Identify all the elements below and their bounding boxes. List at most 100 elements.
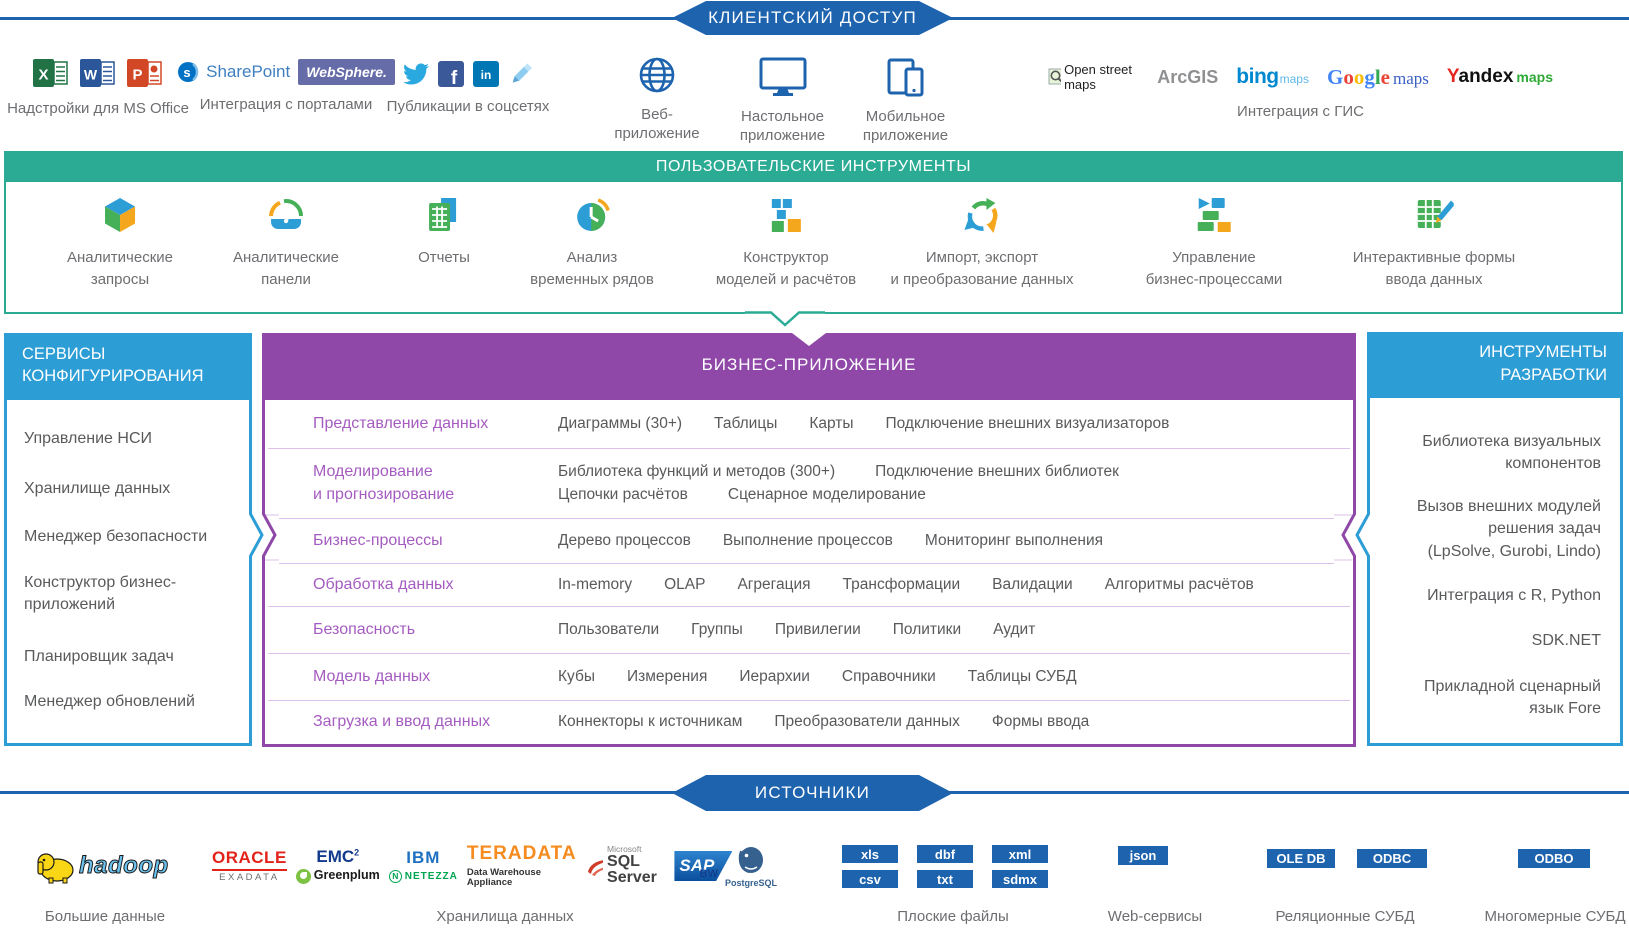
row-item: Выполнение процессов: [722, 531, 893, 549]
bing-logo: bingmaps: [1236, 65, 1309, 88]
odbo-badge: ODBO: [1518, 849, 1590, 868]
form-pencil-icon: [1418, 200, 1454, 228]
right-junction-chevrons: [1334, 502, 1375, 568]
odbc-badge: ODBC: [1357, 849, 1427, 868]
app-row-data-model: Модель данных Кубы Измерения Иерархии Сп…: [268, 653, 1350, 700]
row-item: Диаграммы (30+): [558, 415, 683, 432]
row-item: Агрегация: [737, 575, 811, 593]
row-item: Библиотека функций и методов (300+): [558, 462, 836, 480]
tool-label: Конструктор моделей и расчётов: [715, 249, 857, 288]
row-item: Кубы: [558, 667, 595, 685]
app-row-data-loading: Загрузка и ввод данных Коннекторы к исто…: [268, 700, 1350, 744]
file-badge-txt: txt: [917, 870, 973, 888]
row-items: Библиотека функций и методов (300+) Подк…: [558, 463, 1119, 504]
tool-reports: Отчеты: [418, 195, 470, 269]
row-items: Диаграммы (30+) Таблицы Карты Подключени…: [558, 415, 1169, 433]
row-label: Загрузка и ввод данных: [313, 713, 491, 731]
file-badge-sdmx: sdmx: [992, 870, 1048, 888]
websphere-badge: WebSphere.: [298, 59, 395, 85]
row-item: Сценарное моделирование: [727, 485, 926, 503]
row-items: Коннекторы к источникам Преобразователи …: [558, 713, 1089, 731]
tool-import-export: Импорт, экспорт и преобразование данных: [890, 195, 1074, 291]
oracle-exadata-logo: ORACLE EXADATA: [212, 847, 287, 883]
arcgis-logo: ArcGIS: [1157, 66, 1219, 87]
svg-text:W: W: [84, 67, 98, 83]
mobile-app-label: Мобильное приложение: [862, 108, 949, 144]
sources-banner-label: ИСТОЧНИКИ: [754, 783, 871, 802]
big-data-label: Большие данные: [44, 908, 166, 925]
gis-label: Интеграция с ГИС: [1237, 103, 1364, 120]
sap-bw-logo: SAP BW: [674, 851, 733, 881]
hadoop-logo: hadoop: [35, 848, 169, 884]
config-item-security-manager: Менеджер безопасности: [24, 528, 208, 545]
row-item: Валидации: [992, 575, 1073, 593]
row-separator: [268, 606, 1350, 607]
facebook-icon: f: [437, 61, 464, 87]
powerpoint-icon: P: [127, 59, 162, 87]
cube-icon: [104, 198, 135, 232]
svg-text:X: X: [38, 67, 48, 84]
config-item-app-constructor: Конструктор бизнес-приложений: [24, 574, 177, 614]
row-item: Привилегии: [774, 620, 861, 638]
app-row-data-processing: Обработка данных In-memory OLAP Агрегаци…: [268, 563, 1350, 606]
web-app-group: Веб-приложение: [602, 55, 712, 144]
business-app-panel: Представление данных Диаграммы (30+) Таб…: [262, 397, 1356, 747]
config-item-update-manager: Менеджер обновлений: [24, 693, 195, 710]
row-item: Группы: [691, 620, 743, 638]
svg-text:f: f: [450, 68, 457, 87]
row-item: Таблицы: [714, 415, 778, 432]
row-separator: [268, 448, 1350, 449]
row-item: Таблицы СУБД: [967, 667, 1077, 685]
file-badge-xml: xml: [992, 845, 1048, 863]
left-junction-chevrons: [238, 502, 279, 568]
app-row-security: Безопасность Пользователи Группы Привиле…: [268, 606, 1350, 653]
row-item: Алгоритмы расчётов: [1104, 575, 1254, 593]
osm-logo: Open street maps: [1048, 62, 1139, 92]
multidim-label: Многомерные СУБД: [1484, 908, 1626, 925]
recycle-icon: [964, 198, 998, 233]
client-access-banner-label: КЛИЕНТСКИЙ ДОСТУП: [708, 8, 917, 27]
dev-tools-header: ИНСТРУМЕНТЫ РАЗРАБОТКИ: [1367, 332, 1623, 395]
row-separator: [268, 518, 1350, 519]
row-separator: [268, 563, 1350, 564]
row-item: Трансформации: [842, 575, 961, 593]
file-badge-dbf: dbf: [917, 845, 973, 863]
tool-input-forms: Интерактивные формы ввода данных: [1353, 195, 1515, 291]
file-badge-xls: xls: [842, 845, 898, 863]
row-items: Пользователи Группы Привилегии Политики …: [558, 621, 1035, 639]
tool-analytic-queries: Аналитические запросы: [67, 195, 173, 291]
app-row-data-presentation: Представление данных Диаграммы (30+) Таб…: [268, 400, 1350, 448]
tool-label: Аналитические запросы: [67, 249, 173, 288]
flowchart-icon: [1197, 198, 1231, 232]
osm-map-icon: [1048, 68, 1062, 85]
row-label: Моделирование и прогнозирование: [313, 462, 455, 503]
tool-time-series: Анализ временных рядов: [530, 195, 654, 291]
relational-label: Реляционные СУБД: [1275, 908, 1415, 925]
warehouses-label: Хранилища данных: [436, 908, 574, 925]
desktop-app-group: Настольное приложение: [720, 57, 845, 146]
report-icon: [428, 198, 456, 231]
monitor-icon: [759, 57, 806, 96]
row-items: Кубы Измерения Иерархии Справочники Табл…: [558, 668, 1077, 686]
row-item: Пользователи: [558, 620, 660, 638]
clock-icon: [577, 198, 610, 231]
file-badge-csv: csv: [842, 870, 898, 888]
globe-icon: [639, 57, 675, 93]
sharepoint-icon: s: [178, 62, 199, 82]
linkedin-icon: in: [472, 61, 499, 87]
row-label: Безопасность: [313, 620, 416, 638]
tool-dashboards: Аналитические панели: [233, 195, 339, 291]
client-access-banner: КЛИЕНТСКИЙ ДОСТУП: [672, 1, 953, 35]
config-services-title-line: КОНФИГУРИРОВАНИЯ: [22, 367, 204, 385]
portals-group: s SharePoint WebSphere. Интеграция с пор…: [178, 59, 395, 115]
json-badge: json: [1118, 846, 1168, 865]
green-v-connector: [745, 311, 825, 328]
row-label: Представление данных: [313, 415, 489, 433]
row-item: Политики: [892, 620, 962, 638]
emc-greenplum-logo: EMC2 Greenplum: [295, 847, 380, 884]
dev-tools-title-line: ИНСТРУМЕНТЫ: [1479, 343, 1607, 362]
yandex-logo: Yandex maps: [1446, 66, 1553, 87]
app-row-modeling: Моделирование и прогнозирование Библиотек…: [268, 448, 1350, 518]
row-item: Преобразователи данных: [774, 713, 960, 730]
